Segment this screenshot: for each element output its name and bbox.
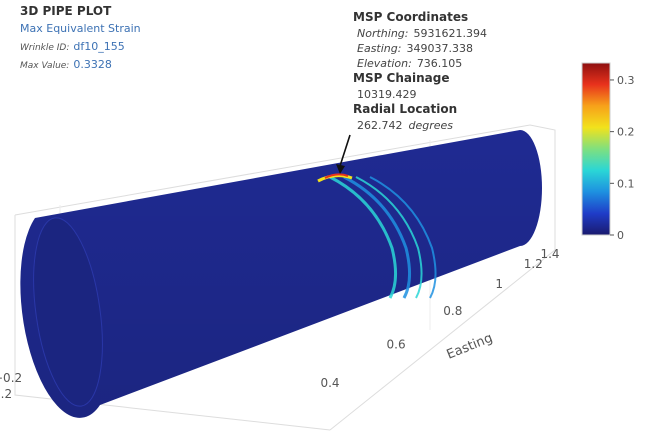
northing: 5931621.394 bbox=[413, 27, 486, 40]
x-axis-title: Easting bbox=[445, 331, 495, 363]
colorbar bbox=[582, 63, 610, 235]
subtitle: Max Equivalent Strain bbox=[20, 22, 141, 35]
radial-unit: degrees bbox=[409, 119, 454, 132]
elevation-label: Elevation: bbox=[357, 57, 412, 70]
x-tick-label: 0.8 bbox=[443, 304, 462, 318]
y-tick-label: 0.2 bbox=[0, 387, 12, 401]
wrinkle-label: Wrinkle ID: bbox=[20, 43, 69, 53]
x-tick-label: 0.4 bbox=[320, 376, 339, 390]
radial: 262.742 bbox=[357, 119, 403, 132]
colorbar-tick-label: 0.2 bbox=[617, 126, 635, 139]
elevation: 736.105 bbox=[417, 57, 463, 70]
svg-text:Wrinkle ID:df10_155: Wrinkle ID: df10_155 bbox=[20, 40, 125, 53]
x-tick-label: 0.6 bbox=[387, 337, 406, 351]
radial-title: Radial Location bbox=[353, 102, 457, 116]
easting-label: Easting: bbox=[357, 42, 401, 55]
colorbar-tick-label: 0 bbox=[617, 229, 624, 242]
wrinkle-id: df10_155 bbox=[73, 40, 124, 53]
svg-text:Northing:5931621.394: Northing: 5931621.394 bbox=[357, 27, 487, 40]
chart: 3D PIPE PLOT Max Equivalent Strain Wrink… bbox=[0, 0, 647, 435]
max-label: Max Value: bbox=[20, 61, 69, 71]
svg-text:Max Value:0.3328: Max Value: 0.3328 bbox=[20, 58, 112, 71]
max-value: 0.3328 bbox=[73, 58, 112, 71]
y-tick-label: −0.2 bbox=[0, 371, 22, 385]
coords-title: MSP Coordinates bbox=[353, 10, 468, 24]
svg-text:Easting:349037.338: Easting: 349037.338 bbox=[357, 42, 473, 55]
chainage: 10319.429 bbox=[357, 88, 417, 101]
colorbar-tick-label: 0.3 bbox=[617, 74, 635, 87]
chart-title: 3D PIPE PLOT bbox=[20, 4, 112, 18]
colorbar-tick-label: 0.1 bbox=[617, 177, 635, 190]
northing-label: Northing: bbox=[357, 27, 408, 40]
svg-text:Elevation:736.105: Elevation: 736.105 bbox=[357, 57, 462, 70]
x-tick-label: 1 bbox=[495, 277, 503, 291]
chainage-title: MSP Chainage bbox=[353, 71, 450, 85]
easting: 349037.338 bbox=[406, 42, 472, 55]
x-tick-label: 1.4 bbox=[540, 247, 559, 261]
